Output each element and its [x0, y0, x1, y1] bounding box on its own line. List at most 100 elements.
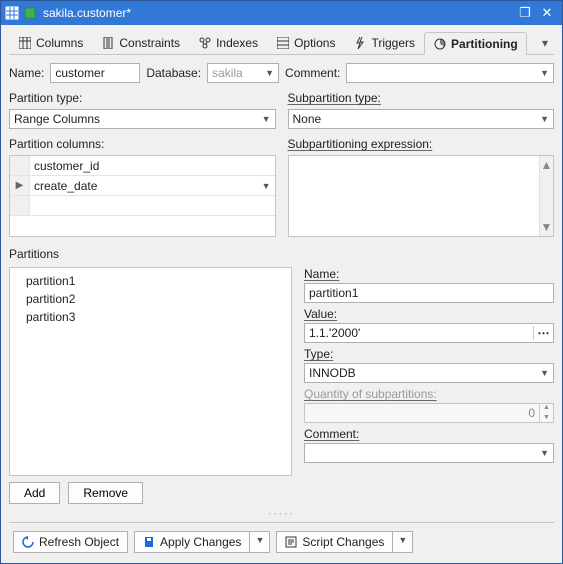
database-value: sakila — [212, 66, 243, 80]
prop-comment-label: Comment: — [304, 427, 554, 441]
subpartition-expr-label: Subpartitioning expression: — [288, 137, 555, 151]
tab-triggers[interactable]: Triggers — [344, 31, 424, 54]
prop-type-select[interactable]: INNODB ▼ — [304, 363, 554, 383]
titlebar: sakila.customer* ❐ ✕ — [1, 1, 562, 25]
tab-partitioning[interactable]: Partitioning — [424, 32, 527, 55]
tab-options[interactable]: Options — [267, 31, 344, 54]
chevron-down-icon: ▼ — [540, 68, 549, 78]
chevron-down-icon: ▼ — [540, 114, 549, 124]
partition-columns-label: Partition columns: — [9, 137, 276, 151]
close-button[interactable]: ✕ — [536, 5, 558, 21]
tab-overflow-menu[interactable]: ▾ — [536, 36, 554, 50]
partitioning-icon — [433, 37, 447, 51]
name-label: Name: — [9, 66, 44, 80]
chevron-down-icon: ▼ — [265, 68, 274, 78]
refresh-button[interactable]: Refresh Object — [13, 531, 128, 553]
partition-properties: Name: Value: 1.1.'2000' ⋯ Type: INNODB ▼ — [304, 267, 554, 504]
cell-value: customer_id — [34, 159, 99, 173]
chevron-down-icon: ▼ — [540, 368, 549, 378]
prop-comment-combo[interactable]: ▼ — [304, 443, 554, 463]
window-title: sakila.customer* — [43, 6, 131, 20]
database-label: Database: — [146, 66, 201, 80]
apply-icon — [143, 536, 155, 548]
status-icon — [23, 6, 37, 20]
table-grid-icon — [5, 6, 19, 20]
chevron-down-icon[interactable]: ▼ — [262, 181, 271, 191]
partition-type-value: Range Columns — [14, 112, 100, 126]
list-item[interactable]: partition2 — [10, 290, 291, 308]
comment-combo[interactable]: ▼ — [346, 63, 554, 83]
prop-type-label: Type: — [304, 347, 554, 361]
tab-label: Constraints — [119, 36, 180, 50]
scrollbar[interactable]: ▲▼ — [539, 156, 553, 236]
tab-strip: Columns Constraints Indexes Options Trig… — [9, 31, 554, 55]
grid-row[interactable]: customer_id — [10, 156, 275, 176]
columns-icon — [18, 36, 32, 50]
options-icon — [276, 36, 290, 50]
prop-value-input[interactable]: 1.1.'2000' ⋯ — [304, 323, 554, 343]
remove-button[interactable]: Remove — [68, 482, 143, 504]
partition-type-select[interactable]: Range Columns ▼ — [9, 109, 276, 129]
header-fields: Name: Database: sakila ▼ Comment: ▼ — [9, 63, 554, 83]
database-select[interactable]: sakila ▼ — [207, 63, 279, 83]
tab-label: Columns — [36, 36, 83, 50]
refresh-label: Refresh Object — [39, 535, 119, 549]
subpartition-type-label: Subpartition type: — [288, 91, 555, 105]
grid-row[interactable]: ▶ create_date ▼ — [10, 176, 275, 196]
prop-value-label: Value: — [304, 307, 554, 321]
row-marker — [10, 196, 30, 215]
grid-row-empty[interactable] — [10, 196, 275, 216]
apply-button[interactable]: Apply Changes — [134, 531, 249, 553]
chevron-down-icon: ▼ — [540, 448, 549, 458]
tab-label: Indexes — [216, 36, 258, 50]
prop-name-input[interactable] — [304, 283, 554, 303]
chevron-down-icon: ▼ — [262, 114, 271, 124]
apply-label: Apply Changes — [160, 535, 241, 549]
spin-down-icon: ▼ — [540, 413, 553, 423]
row-marker-icon: ▶ — [10, 176, 30, 195]
comment-label: Comment: — [285, 66, 340, 80]
refresh-icon — [22, 536, 34, 548]
tab-label: Triggers — [371, 36, 415, 50]
tab-indexes[interactable]: Indexes — [189, 31, 267, 54]
tab-columns[interactable]: Columns — [9, 31, 92, 54]
tab-constraints[interactable]: Constraints — [92, 31, 189, 54]
partition-columns-grid[interactable]: customer_id ▶ create_date ▼ — [9, 155, 276, 237]
action-bar: Refresh Object Apply Changes ▼ Script Ch… — [9, 522, 554, 557]
cell-value: create_date — [34, 179, 97, 193]
constraints-icon — [101, 36, 115, 50]
table-editor-window: sakila.customer* ❐ ✕ Columns Constraints… — [0, 0, 563, 564]
prop-value-text: 1.1.'2000' — [305, 326, 533, 340]
script-icon — [285, 536, 297, 548]
tab-label: Partitioning — [451, 37, 518, 51]
subpartition-expr-input[interactable]: ▲▼ — [288, 155, 555, 237]
prop-qty-input: 0 ▲▼ — [304, 403, 554, 423]
scroll-up-icon[interactable]: ▲ — [541, 158, 553, 172]
subpartition-type-select[interactable]: None ▼ — [288, 109, 555, 129]
prop-type-value: INNODB — [309, 366, 356, 380]
list-item[interactable]: partition1 — [10, 272, 291, 290]
scroll-down-icon[interactable]: ▼ — [541, 220, 553, 234]
script-button[interactable]: Script Changes — [276, 531, 392, 553]
prop-qty-label: Quantity of subpartitions: — [304, 387, 554, 401]
list-item[interactable]: partition3 — [10, 308, 291, 326]
partitions-list[interactable]: partition1 partition2 partition3 — [9, 267, 292, 476]
subpartition-type-value: None — [293, 112, 322, 126]
restore-button[interactable]: ❐ — [514, 5, 536, 21]
row-marker — [10, 156, 30, 175]
script-dropdown[interactable]: ▼ — [392, 531, 413, 553]
script-label: Script Changes — [302, 535, 384, 549]
partition-type-label: Partition type: — [9, 91, 276, 105]
name-input[interactable] — [50, 63, 140, 83]
apply-dropdown[interactable]: ▼ — [249, 531, 270, 553]
spin-up-icon: ▲ — [540, 403, 553, 413]
indexes-icon — [198, 36, 212, 50]
triggers-icon — [353, 36, 367, 50]
resize-grip-icon[interactable]: ∙∙∙∙∙ — [9, 506, 554, 520]
partitions-label: Partitions — [9, 247, 554, 261]
prop-qty-value: 0 — [305, 406, 539, 420]
prop-name-label: Name: — [304, 267, 554, 281]
add-button[interactable]: Add — [9, 482, 60, 504]
tab-label: Options — [294, 36, 335, 50]
ellipsis-button[interactable]: ⋯ — [533, 326, 553, 340]
